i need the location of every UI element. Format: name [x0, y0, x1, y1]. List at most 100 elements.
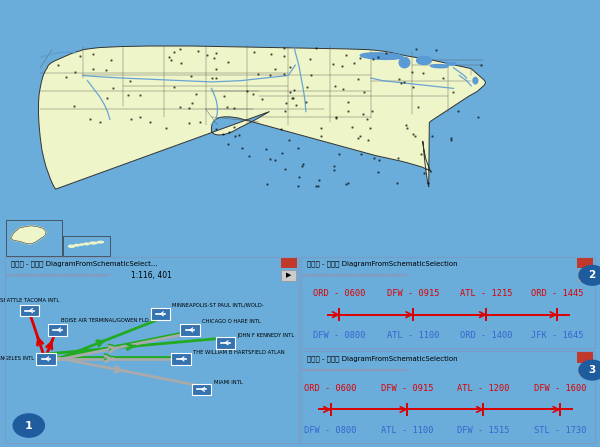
Circle shape — [347, 370, 364, 371]
Point — [454, 108, 463, 115]
Point — [403, 125, 412, 132]
Point — [355, 132, 365, 139]
Point — [431, 46, 440, 53]
Point — [364, 136, 373, 143]
Ellipse shape — [473, 77, 478, 84]
Point — [343, 99, 353, 106]
Point — [317, 133, 326, 140]
Point — [446, 135, 455, 142]
Ellipse shape — [80, 244, 83, 245]
Point — [265, 155, 275, 162]
Text: 2: 2 — [589, 270, 596, 280]
Circle shape — [39, 275, 56, 276]
Point — [209, 55, 219, 62]
Text: x: x — [583, 258, 587, 267]
Point — [218, 131, 228, 138]
Polygon shape — [38, 46, 485, 189]
Text: 3: 3 — [589, 365, 596, 375]
Circle shape — [28, 275, 44, 276]
Point — [211, 49, 221, 56]
Point — [427, 132, 437, 139]
Point — [373, 53, 382, 60]
Point — [124, 91, 133, 98]
Point — [368, 107, 377, 114]
Point — [95, 118, 105, 125]
Point — [88, 65, 98, 72]
Circle shape — [358, 275, 374, 276]
Point — [257, 96, 266, 103]
Point — [224, 141, 233, 148]
Circle shape — [324, 275, 340, 276]
Point — [343, 179, 353, 186]
Text: ORD - 1445: ORD - 1445 — [531, 289, 583, 298]
Circle shape — [313, 370, 329, 371]
Point — [446, 136, 455, 143]
Point — [285, 63, 295, 71]
Point — [329, 167, 339, 174]
Circle shape — [390, 275, 406, 276]
Text: DFW - 0915: DFW - 0915 — [386, 289, 439, 298]
Point — [136, 113, 145, 120]
FancyBboxPatch shape — [181, 324, 200, 336]
FancyBboxPatch shape — [192, 384, 211, 395]
Ellipse shape — [97, 241, 103, 243]
Text: 1: 1 — [25, 421, 32, 430]
Point — [220, 92, 229, 99]
Point — [76, 52, 85, 59]
Point — [238, 145, 247, 152]
Point — [164, 54, 174, 61]
Ellipse shape — [74, 245, 79, 246]
Point — [101, 67, 111, 74]
Point — [334, 150, 343, 157]
Text: LOS ANGELES INTL: LOS ANGELES INTL — [0, 356, 34, 361]
Point — [341, 181, 351, 188]
Point — [416, 151, 425, 158]
Circle shape — [83, 275, 100, 276]
Text: ATL - 1100: ATL - 1100 — [381, 426, 433, 435]
Point — [291, 101, 301, 108]
Point — [419, 169, 428, 177]
Text: STL - 1730: STL - 1730 — [533, 426, 586, 435]
Text: JOHN F KENNEDY INTL: JOHN F KENNEDY INTL — [237, 333, 295, 338]
Text: THE WILLIAM B HARTSFIELD ATLAN: THE WILLIAM B HARTSFIELD ATLAN — [193, 350, 284, 354]
Point — [311, 182, 321, 190]
Circle shape — [380, 275, 396, 276]
FancyBboxPatch shape — [578, 270, 592, 281]
Point — [211, 65, 221, 72]
Text: ORD - 1400: ORD - 1400 — [460, 331, 512, 340]
Point — [187, 72, 196, 80]
Point — [249, 49, 259, 56]
Point — [410, 132, 419, 139]
Point — [356, 150, 365, 157]
Point — [170, 84, 179, 91]
Point — [337, 62, 346, 69]
Point — [229, 123, 239, 131]
Ellipse shape — [446, 63, 457, 65]
Text: DFW - 0915: DFW - 0915 — [381, 384, 433, 393]
Point — [331, 114, 341, 122]
Text: MINNEAPOLIS-ST PAUL INTL/WOLD-: MINNEAPOLIS-ST PAUL INTL/WOLD- — [172, 303, 264, 308]
Point — [392, 179, 402, 186]
Point — [286, 89, 295, 96]
Point — [359, 88, 368, 95]
Text: JFK - 1645: JFK - 1645 — [531, 331, 583, 340]
Point — [270, 65, 280, 72]
Point — [184, 105, 193, 112]
Point — [169, 48, 179, 55]
Point — [413, 104, 423, 111]
Circle shape — [302, 275, 318, 276]
Point — [331, 113, 341, 120]
Text: ▶: ▶ — [286, 272, 291, 278]
Text: ▶: ▶ — [582, 367, 587, 373]
Point — [242, 87, 251, 94]
Point — [253, 70, 263, 77]
Point — [176, 59, 185, 66]
Point — [295, 173, 304, 181]
Point — [266, 51, 275, 58]
Point — [265, 72, 274, 79]
Point — [311, 44, 321, 51]
Point — [353, 76, 363, 83]
Circle shape — [368, 370, 385, 371]
Point — [329, 163, 339, 170]
Point — [301, 98, 311, 105]
